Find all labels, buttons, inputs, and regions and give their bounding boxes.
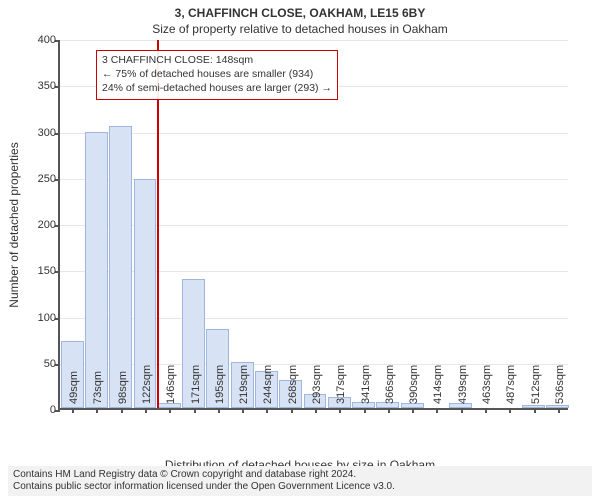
gridline [60, 40, 568, 41]
xtick-label: 414sqm [432, 365, 444, 404]
xtick-label: 244sqm [262, 365, 274, 404]
xtick-label: 171sqm [190, 365, 202, 404]
annotation-line: 3 CHAFFINCH CLOSE: 148sqm [102, 53, 332, 67]
xtick-mark [485, 408, 487, 413]
xtick-mark [436, 408, 438, 413]
ytick-label: 400 [38, 34, 56, 46]
ytick-label: 100 [38, 312, 56, 324]
xtick-label: 536sqm [554, 365, 566, 404]
xtick-label: 73sqm [92, 371, 104, 404]
xtick-label: 49sqm [68, 371, 80, 404]
xtick-label: 146sqm [165, 365, 177, 404]
xtick-mark [339, 408, 341, 413]
copyright-footer: Contains HM Land Registry data © Crown c… [8, 466, 592, 496]
xtick-mark [509, 408, 511, 413]
ytick-label: 0 [50, 404, 56, 416]
xtick-label: 487sqm [505, 365, 517, 404]
page-title: 3, CHAFFINCH CLOSE, OAKHAM, LE15 6BY [0, 6, 600, 20]
ytick-label: 200 [38, 219, 56, 231]
ytick-label: 150 [38, 265, 56, 277]
xtick-mark [242, 408, 244, 413]
xtick-mark [96, 408, 98, 413]
xtick-mark [461, 408, 463, 413]
annotation-line: ← 75% of detached houses are smaller (93… [102, 67, 332, 81]
xtick-mark [315, 408, 317, 413]
xtick-mark [364, 408, 366, 413]
xtick-mark [72, 408, 74, 413]
xtick-mark [266, 408, 268, 413]
xtick-label: 366sqm [384, 365, 396, 404]
xtick-label: 195sqm [214, 365, 226, 404]
annotation-line: 24% of semi-detached houses are larger (… [102, 81, 332, 95]
xtick-label: 341sqm [360, 365, 372, 404]
ytick-label: 350 [38, 80, 56, 92]
copyright-line: Contains HM Land Registry data © Crown c… [13, 469, 587, 481]
histogram-chart: 05010015020025030035040049sqm73sqm98sqm1… [58, 40, 568, 410]
y-axis-label: Number of detached properties [7, 142, 21, 307]
xtick-label: 293sqm [311, 365, 323, 404]
xtick-label: 439sqm [457, 365, 469, 404]
bar [85, 132, 108, 408]
xtick-mark [291, 408, 293, 413]
xtick-label: 122sqm [141, 365, 153, 404]
ytick-label: 300 [38, 127, 56, 139]
bar [109, 126, 132, 408]
xtick-mark [558, 408, 560, 413]
xtick-label: 317sqm [335, 365, 347, 404]
page-subtitle: Size of property relative to detached ho… [0, 22, 600, 36]
marker-annotation: 3 CHAFFINCH CLOSE: 148sqm ← 75% of detac… [96, 50, 338, 100]
xtick-mark [194, 408, 196, 413]
gridline [60, 133, 568, 134]
xtick-label: 268sqm [287, 365, 299, 404]
xtick-label: 463sqm [481, 365, 493, 404]
ytick-label: 250 [38, 173, 56, 185]
xtick-label: 512sqm [530, 365, 542, 404]
xtick-mark [412, 408, 414, 413]
xtick-mark [388, 408, 390, 413]
xtick-label: 219sqm [238, 365, 250, 404]
copyright-line: Contains public sector information licen… [13, 481, 587, 493]
xtick-label: 98sqm [117, 371, 129, 404]
xtick-mark [534, 408, 536, 413]
ytick-label: 50 [44, 358, 56, 370]
xtick-mark [145, 408, 147, 413]
xtick-mark [121, 408, 123, 413]
xtick-label: 390sqm [408, 365, 420, 404]
xtick-mark [218, 408, 220, 413]
xtick-mark [169, 408, 171, 413]
